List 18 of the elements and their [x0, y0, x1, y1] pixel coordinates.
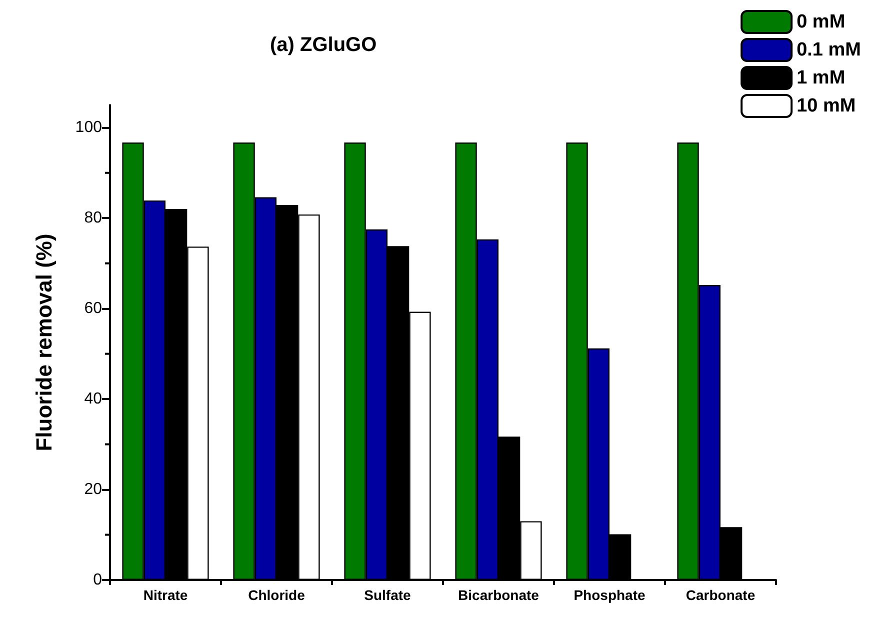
x-tick-label: Carbonate — [686, 587, 756, 603]
y-tick-label: 100 — [75, 119, 102, 136]
x-tick-label: Sulfate — [364, 587, 412, 603]
y-tick-label: 60 — [84, 300, 102, 318]
legend-label: 10 mM — [796, 96, 856, 116]
legend-label: 0 mM — [796, 12, 846, 32]
x-tick-label: Bicarbonate — [458, 587, 540, 603]
y-tick-label: 20 — [84, 481, 102, 498]
y-axis-title: Fluoride removal (%) — [32, 234, 56, 452]
y-tick-label: 0 — [93, 572, 102, 588]
chart-title: (a) ZGluGO — [270, 34, 377, 56]
y-tick-label: 40 — [84, 390, 102, 408]
x-tick-label: Nitrate — [143, 587, 188, 603]
legend-label: 1 mM — [796, 68, 846, 88]
x-tick-label: Phosphate — [574, 587, 646, 603]
x-tick-label: Chloride — [248, 587, 306, 603]
legend-label: 0.1 mM — [796, 40, 862, 60]
y-tick-label: 80 — [84, 210, 102, 227]
